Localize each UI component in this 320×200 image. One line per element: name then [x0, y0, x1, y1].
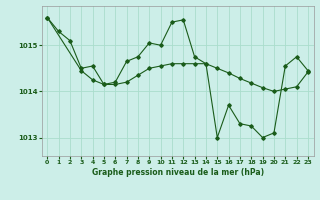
X-axis label: Graphe pression niveau de la mer (hPa): Graphe pression niveau de la mer (hPa)	[92, 168, 264, 177]
